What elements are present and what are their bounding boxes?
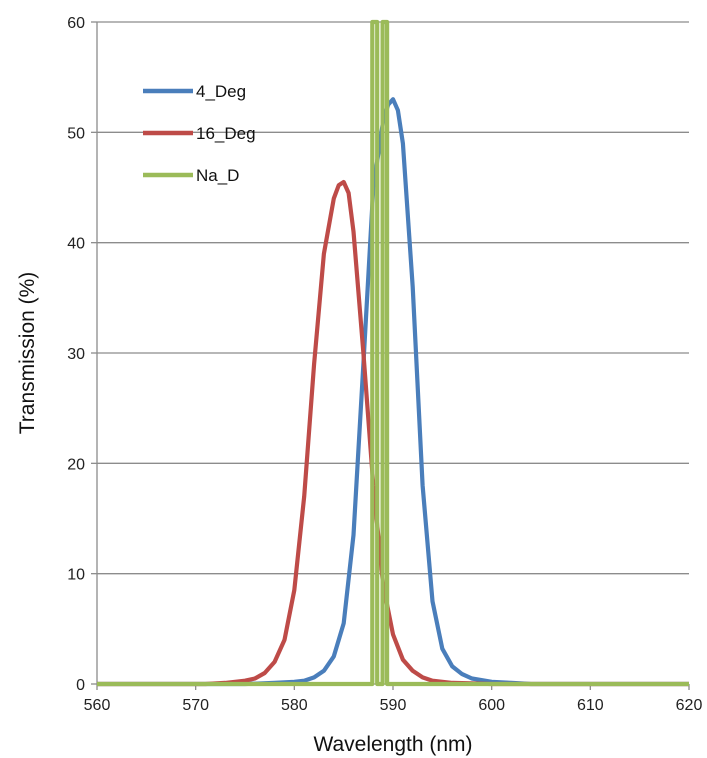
- x-tick-label: 580: [281, 697, 308, 714]
- x-tick-label: 620: [676, 697, 703, 714]
- tick-label-layer: 0 10 20 30 40 50 60 560 570 580 590 600 610 620: [67, 15, 702, 714]
- x-tick-label: 570: [182, 697, 209, 714]
- y-tick-label: 50: [67, 125, 85, 142]
- grid-layer: [97, 21, 689, 575]
- y-tick-label: 10: [67, 567, 85, 584]
- legend-label: 4_Deg: [196, 82, 246, 101]
- y-axis-title: Transmission (%): [16, 272, 39, 435]
- x-tick-label: 600: [478, 697, 505, 714]
- legend-label: 16_Deg: [196, 124, 256, 143]
- legend-label: Na_D: [196, 166, 239, 185]
- series-line-4-deg: [97, 97, 689, 687]
- series-line-16-deg: [97, 179, 689, 687]
- x-tick-label: 590: [380, 697, 407, 714]
- y-tick-label: 0: [76, 677, 85, 694]
- y-tick-label: 20: [67, 456, 85, 473]
- y-tick-label: 30: [67, 346, 85, 363]
- y-tick-label: 60: [67, 15, 85, 32]
- series-layer: [97, 19, 689, 687]
- axis-layer: [91, 21, 690, 690]
- x-axis-title: Wavelength (nm): [313, 733, 472, 756]
- x-tick-label: 610: [577, 697, 604, 714]
- series-line-na-d: [97, 19, 689, 687]
- legend: 4_Deg 16_Deg Na_D: [143, 82, 256, 185]
- x-tick-label: 560: [84, 697, 111, 714]
- y-tick-label: 40: [67, 236, 85, 253]
